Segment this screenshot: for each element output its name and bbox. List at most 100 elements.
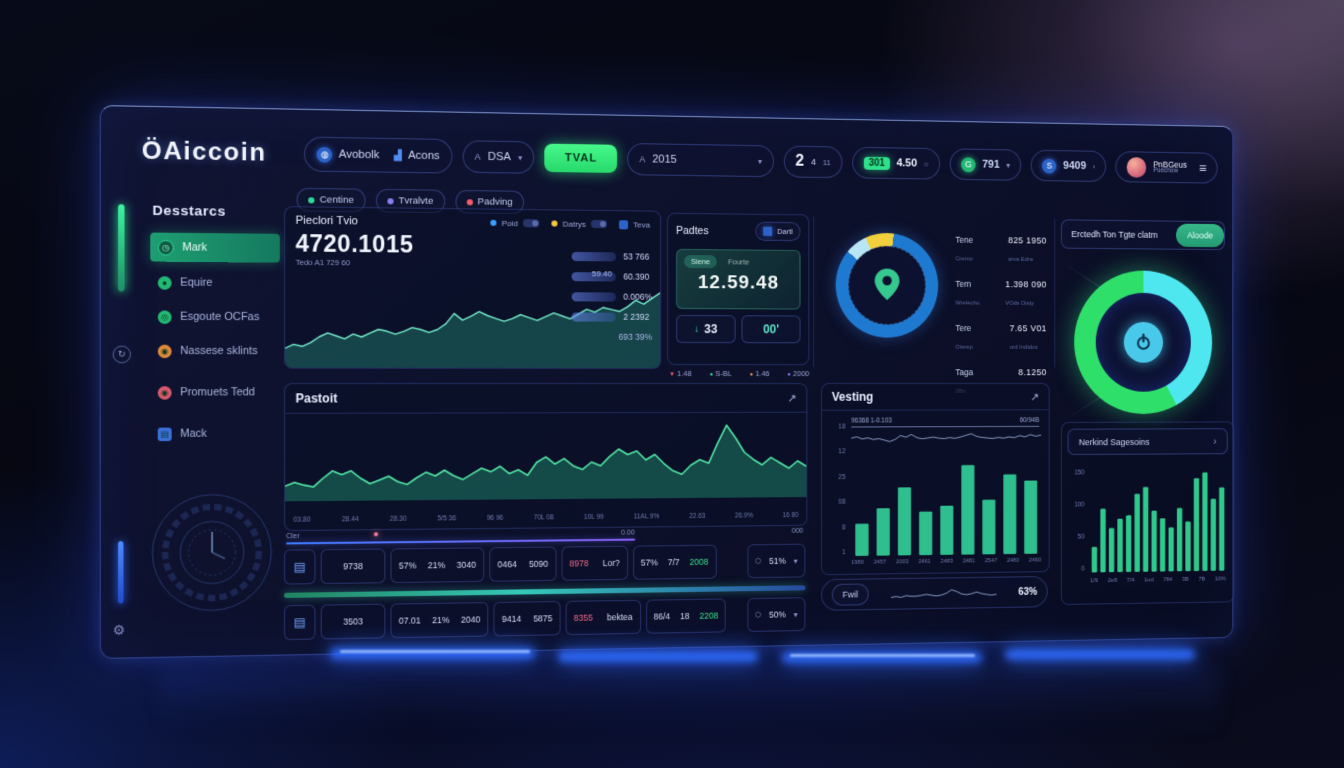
power-icon	[1135, 334, 1152, 351]
sidebar-item-mark[interactable]: ◷ Mark	[150, 232, 280, 263]
cell-alert[interactable]: 8355 bektea	[565, 599, 641, 636]
slider[interactable]	[571, 251, 617, 261]
allocation-stats: Tene Cremo 825 1950 arva Edra Tern Wrelecho…	[955, 230, 1046, 407]
slider[interactable]	[571, 291, 617, 302]
slider[interactable]	[571, 311, 617, 322]
nav-item-acons[interactable]: ▟ Acons	[394, 149, 440, 163]
pill-label: Tvralvte	[398, 195, 434, 207]
counter-chip[interactable]: 2 4 11	[783, 145, 843, 179]
hex-icon: ⬡	[755, 558, 762, 566]
metric-row[interactable]: 60.390	[571, 271, 652, 282]
cell-id[interactable]: 9738	[320, 548, 386, 585]
stat-row: Tern Wrelecho 1.398 090 VOds Disty	[955, 278, 1047, 307]
claim-button[interactable]: Aloode	[1175, 223, 1225, 248]
expand-arrow-icon[interactable]: ↗	[1030, 391, 1040, 403]
legend-label: Poid	[501, 218, 518, 228]
toggle[interactable]	[522, 219, 540, 228]
progress-line[interactable]	[286, 538, 636, 545]
tab-siene[interactable]: Siene	[684, 254, 717, 269]
sidebar-item-nassese[interactable]: ◉ Nassese sklints	[150, 337, 280, 364]
cell-date[interactable]: 57% 7/7 2008	[632, 544, 717, 580]
avatar	[1127, 156, 1147, 178]
sidebar-title: Desstarcs	[152, 202, 226, 219]
padtes-box-00[interactable]: 00'	[741, 315, 801, 344]
tval-button[interactable]: TVAL	[544, 143, 618, 173]
cell-date[interactable]: 86/4 18 2208	[645, 598, 727, 634]
fund-chip[interactable]: Fwil	[831, 583, 869, 606]
progress-label: Cler	[286, 533, 300, 541]
nav-label: Acons	[408, 149, 440, 163]
slider[interactable]	[571, 271, 617, 281]
price-panel-header: Pieclori Tvio Poid Datrys Teva	[285, 207, 660, 233]
cell-pair[interactable]: 9414 5875	[493, 600, 561, 637]
nerkind-y-axis: 150 100 50 0	[1074, 469, 1085, 573]
pill-label: Centine	[319, 194, 354, 206]
balance-blue-chip[interactable]: S 9409 ›	[1030, 149, 1107, 183]
sidebar-item-label: Promuets Tedd	[180, 386, 255, 399]
cell-id[interactable]: 3503	[320, 603, 386, 640]
metric-row[interactable]: 0.006%	[571, 291, 653, 302]
sidebar-item-promuets[interactable]: ◉ Promuets Tedd	[150, 379, 280, 406]
nerkind-header[interactable]: Nerkind Sagesoins ›	[1067, 428, 1228, 456]
metric-value: 0.006%	[623, 291, 653, 302]
table-row: ▤ 3503 07.01 21% 2040 9414 5875 8355 bektea …	[283, 597, 806, 641]
sidebar-item-esgoute[interactable]: ◎ Esgoute OCFas	[150, 303, 280, 330]
padtes-legend: ▼ 1.48 ● S-BL ● 1.46 ● 2000	[669, 369, 809, 378]
gear-icon[interactable]: ⚙	[112, 622, 126, 638]
pagination-dot	[373, 532, 379, 537]
legend-item: ▼ 1.48	[669, 368, 692, 379]
hex-icon: ⬡	[755, 611, 762, 619]
metric-footer: 693 39%	[618, 331, 653, 342]
pastoit-header: Pastoit ↗	[285, 383, 807, 414]
cell-percents[interactable]: 57% 21% 3040	[390, 547, 485, 584]
purple-dot-icon	[387, 197, 394, 204]
token-green-icon: G	[961, 156, 976, 172]
year-dropdown[interactable]: A 2015 ▾	[627, 142, 774, 178]
metric-row[interactable]: 2 2392	[571, 311, 652, 322]
nav-item-avobolk[interactable]: ◍ Avobolk	[316, 146, 379, 163]
cell-alert[interactable]: 8978 Lor?	[561, 545, 628, 581]
top-bar: ÖAiccoin ◍ Avobolk ▟ Acons A DSA ▾ TVAL	[142, 128, 1218, 191]
sidebar-item-label: Mack	[180, 427, 207, 440]
red-dot-icon	[466, 198, 473, 205]
toggle-circle-icon: ○	[923, 159, 929, 169]
power-button[interactable]	[1123, 321, 1164, 363]
blue-dot-icon	[490, 219, 497, 226]
price-chip[interactable]: 301 4.50 ○	[852, 146, 941, 180]
dsa-dropdown[interactable]: A DSA ▾	[462, 140, 535, 174]
pastoit-chart	[285, 414, 807, 502]
menu-icon[interactable]: ≡	[1199, 160, 1207, 176]
legend-poid[interactable]: Poid	[490, 218, 540, 228]
refresh-icon[interactable]: ↻	[112, 345, 131, 364]
padtes-display: Siene Fourte 12.59.48	[676, 248, 801, 310]
dartl-button[interactable]: Dartl	[755, 221, 801, 242]
wallet-icon: ◍	[316, 146, 333, 163]
sidebar-item-mack[interactable]: ▤ Mack	[150, 420, 280, 447]
dot-icon: ●	[787, 372, 791, 379]
triangle-icon: ▼	[669, 371, 676, 378]
glow-bar	[330, 648, 535, 659]
row-icon-chip[interactable]: ▤	[283, 604, 316, 641]
nerkind-panel: Nerkind Sagesoins › 150 100 50 0 1/9 2e8 7/4 1…	[1060, 421, 1235, 606]
allocation-region: Tene Cremo 825 1950 arva Edra Tern Wrelecho…	[813, 216, 1056, 395]
toggle[interactable]	[590, 219, 608, 229]
cell-percents[interactable]: 07.01 21% 2040	[390, 602, 489, 639]
profile-chip[interactable]: PnBGeus Puechow ≡	[1115, 151, 1218, 184]
balance-green-chip[interactable]: G 791 ▾	[949, 148, 1022, 181]
tab-fourte[interactable]: Fourte	[727, 257, 750, 267]
cell-pair[interactable]: 0464 5090	[489, 546, 557, 582]
row-icon-chip[interactable]: ▤	[283, 549, 316, 585]
price-panel-title: Pieclori Tvio	[295, 214, 358, 228]
metric-row[interactable]: 53 766	[571, 251, 652, 262]
legend-teva[interactable]: Teva	[619, 219, 650, 229]
padtes-box-33[interactable]: ↓ 33	[676, 314, 736, 344]
cell-dropdown[interactable]: ⬡ 51% ▾	[747, 543, 806, 579]
price-sub-value: Tedo A1 729 60	[295, 257, 351, 268]
expand-arrow-icon[interactable]: ↗	[787, 392, 797, 405]
nerkind-bar-chart	[1091, 472, 1225, 573]
sidebar-item-equire[interactable]: ● Equire	[150, 269, 280, 297]
legend-datrys[interactable]: Datrys	[551, 219, 608, 229]
price-area-chart	[285, 273, 661, 368]
cell-dropdown[interactable]: ⬡ 50% ▾	[747, 597, 806, 632]
